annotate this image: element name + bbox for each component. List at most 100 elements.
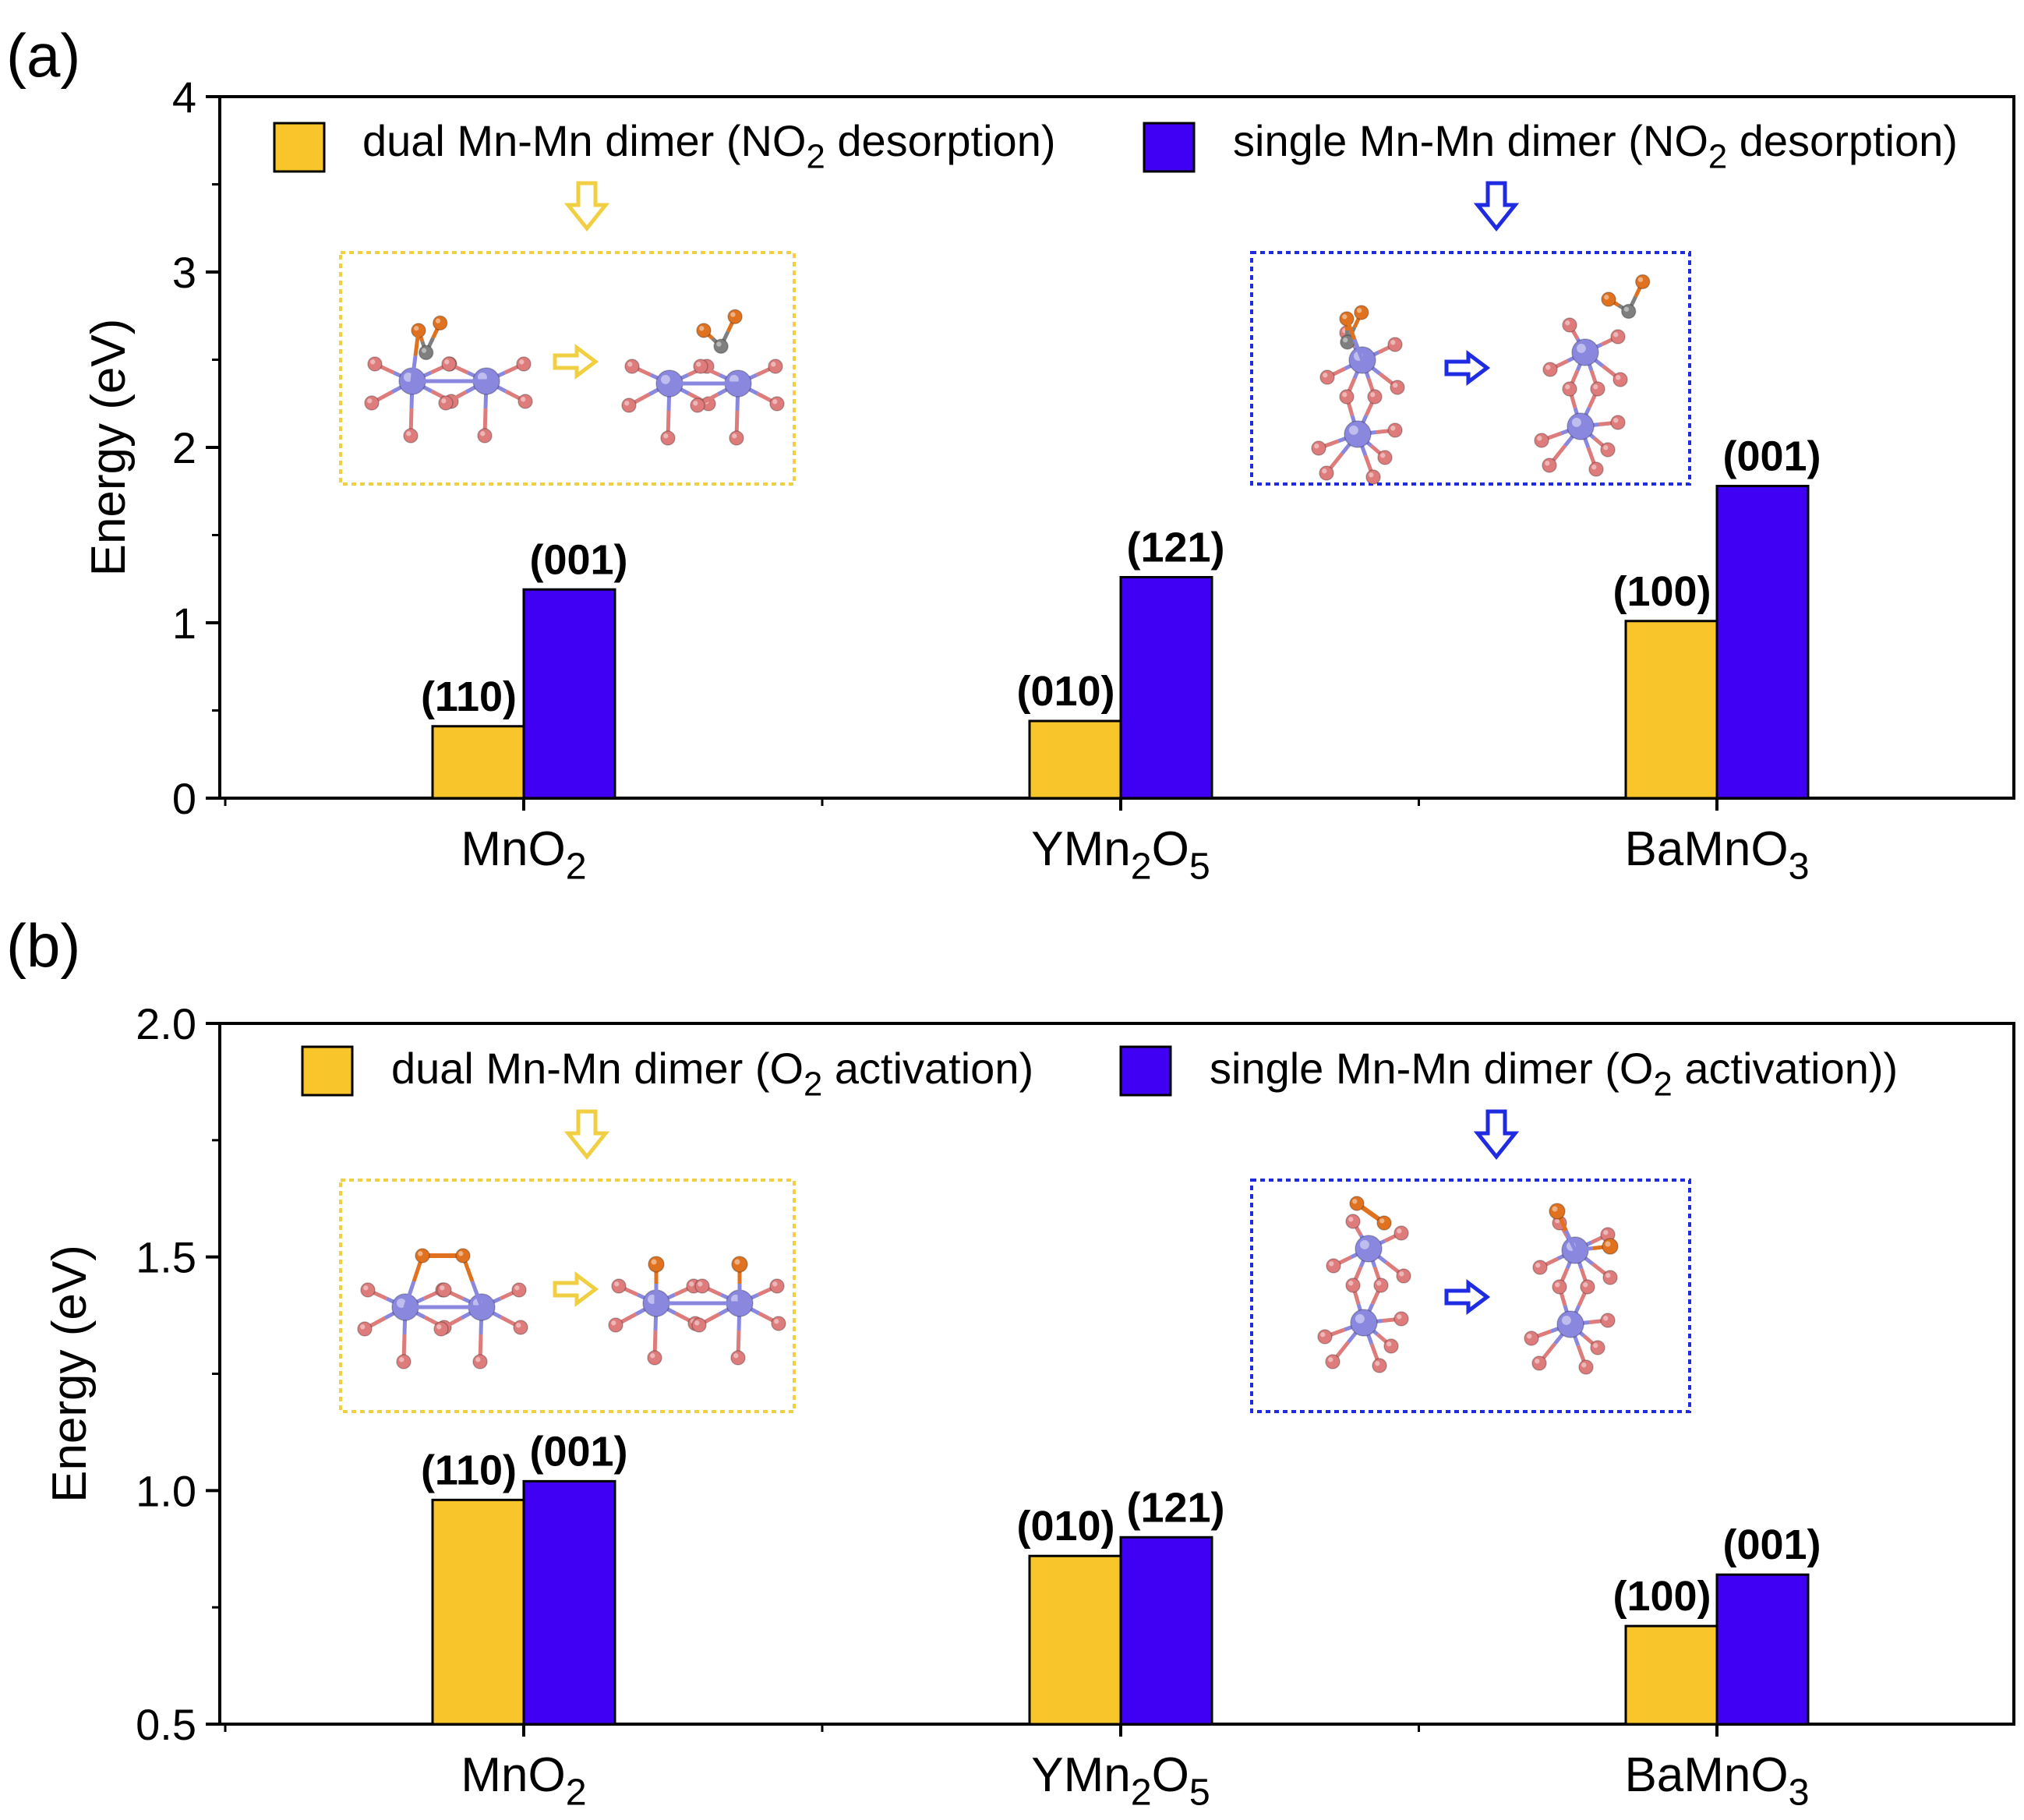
bar-dual xyxy=(431,725,525,800)
facet-label: (121) xyxy=(1126,525,1224,571)
o-atom xyxy=(1345,1214,1361,1229)
o-atom xyxy=(1372,1358,1387,1373)
o-atom-highlight xyxy=(774,1319,779,1324)
o-atom-highlight xyxy=(1535,1263,1541,1268)
bar-single xyxy=(1715,1573,1810,1726)
o-atom xyxy=(1600,442,1616,458)
o-atom xyxy=(433,1321,449,1337)
o-ads-atom xyxy=(1634,274,1651,290)
inset-structure-single xyxy=(1317,1196,1619,1375)
inset-structure-dual xyxy=(357,1248,786,1369)
o-atom xyxy=(1311,440,1326,456)
n-atom xyxy=(713,338,729,355)
o-atom xyxy=(691,1317,707,1333)
o-atom-highlight xyxy=(772,1281,778,1287)
x-category-label: MnO2 xyxy=(461,1748,586,1813)
o-ads-atom-highlight xyxy=(1604,295,1609,300)
inset-structure-single xyxy=(1311,274,1651,485)
o-ads-atom-highlight xyxy=(1352,1199,1358,1204)
o-atom xyxy=(1365,469,1381,485)
bond xyxy=(1564,1229,1577,1252)
o-atom xyxy=(396,1354,412,1369)
o-atom xyxy=(1326,1258,1341,1274)
legend-label: single Mn-Mn dimer (O2 activation)) xyxy=(1210,1044,1898,1104)
n-atom xyxy=(1620,303,1637,320)
o-ads-atom xyxy=(415,1248,430,1263)
n-atom-highlight xyxy=(421,348,427,353)
o-ads-atom-highlight xyxy=(1552,1206,1558,1212)
o-atom-highlight xyxy=(406,431,412,436)
o-atom-highlight xyxy=(1323,373,1328,378)
o-atom-highlight xyxy=(1603,1316,1609,1321)
y-axis-label: Energy (eV) xyxy=(82,319,136,577)
o-atom-highlight xyxy=(1616,375,1621,380)
o-atom xyxy=(769,396,785,412)
o-atom-highlight xyxy=(1397,1314,1402,1320)
o-atom-highlight xyxy=(624,401,630,406)
o-atom-highlight xyxy=(1390,426,1396,431)
o-ads-atom-highlight xyxy=(730,312,736,317)
o-atom-highlight xyxy=(516,1323,521,1328)
o-atom xyxy=(438,395,454,411)
o-atom xyxy=(513,1320,528,1335)
o-atom xyxy=(769,1278,785,1294)
facet-label: (110) xyxy=(421,1447,517,1493)
o-atom-highlight xyxy=(1583,1282,1588,1288)
o-atom xyxy=(1387,422,1403,438)
down-arrow-icon xyxy=(563,181,610,232)
o-atom-highlight xyxy=(663,433,669,439)
o-atom-highlight xyxy=(1370,392,1376,398)
facet-label: (001) xyxy=(1722,433,1821,480)
o-ads-atom-highlight xyxy=(418,1251,423,1256)
o-atom-highlight xyxy=(1605,1273,1611,1278)
o-ads-atom xyxy=(731,1256,748,1273)
down-arrow-icon xyxy=(1473,1109,1520,1161)
o-atom xyxy=(1552,1279,1567,1295)
o-ads-atom-highlight xyxy=(1605,1241,1611,1247)
o-atom-highlight xyxy=(694,1320,700,1326)
o-ads-atom xyxy=(455,1248,471,1263)
right-arrow-icon xyxy=(1444,350,1491,386)
o-atom xyxy=(690,398,705,413)
o-atom xyxy=(511,1282,527,1298)
o-atom-highlight xyxy=(1375,1361,1380,1366)
o-atom xyxy=(730,1350,746,1366)
o-atom-highlight xyxy=(1613,332,1619,337)
bar-single xyxy=(1715,485,1810,800)
panel-a: (a) 0 1 2 3 4 Energy (eV) MnO2 YMn2O5 BaMnO3 (110)… xyxy=(6,21,2015,887)
x-category-label: YMn2O5 xyxy=(1031,822,1210,887)
right-arrow-icon xyxy=(1444,1279,1491,1315)
mn-atom xyxy=(1344,420,1372,448)
o-atom-highlight xyxy=(689,1281,694,1287)
o-atom-highlight xyxy=(363,1285,369,1291)
mn-atom xyxy=(1571,338,1599,366)
o-atom xyxy=(1602,1270,1618,1285)
o-atom xyxy=(660,430,676,446)
o-atom-highlight xyxy=(732,433,737,439)
o-atom-highlight xyxy=(1314,444,1319,449)
o-atom xyxy=(768,359,783,374)
facet-label: (100) xyxy=(1612,568,1711,615)
o-atom-highlight xyxy=(1565,384,1570,390)
bar-single xyxy=(522,1479,616,1726)
bar-single xyxy=(1119,1536,1213,1726)
bar-dual xyxy=(1624,1624,1718,1726)
o-atom xyxy=(694,1278,710,1294)
o-atom xyxy=(693,359,708,374)
o-atom-highlight xyxy=(1320,1332,1326,1338)
right-arrow-icon xyxy=(553,344,599,380)
o-atom-highlight xyxy=(1348,1217,1354,1222)
o-ads-atom-highlight xyxy=(1342,314,1348,320)
o-atom xyxy=(1580,1279,1595,1295)
o-atom-highlight xyxy=(1591,465,1597,470)
o-atom-highlight xyxy=(475,1357,481,1362)
o-atom xyxy=(1345,1278,1361,1293)
o-atom-highlight xyxy=(1613,418,1619,423)
o-atom xyxy=(1367,389,1383,405)
mn-atom-highlight xyxy=(1571,417,1581,427)
facet-label: (121) xyxy=(1126,1484,1224,1531)
o-atom xyxy=(1396,1268,1411,1284)
x-category-label: BaMnO3 xyxy=(1624,822,1809,887)
o-ads-atom-highlight xyxy=(699,326,705,331)
o-atom xyxy=(1542,362,1558,377)
